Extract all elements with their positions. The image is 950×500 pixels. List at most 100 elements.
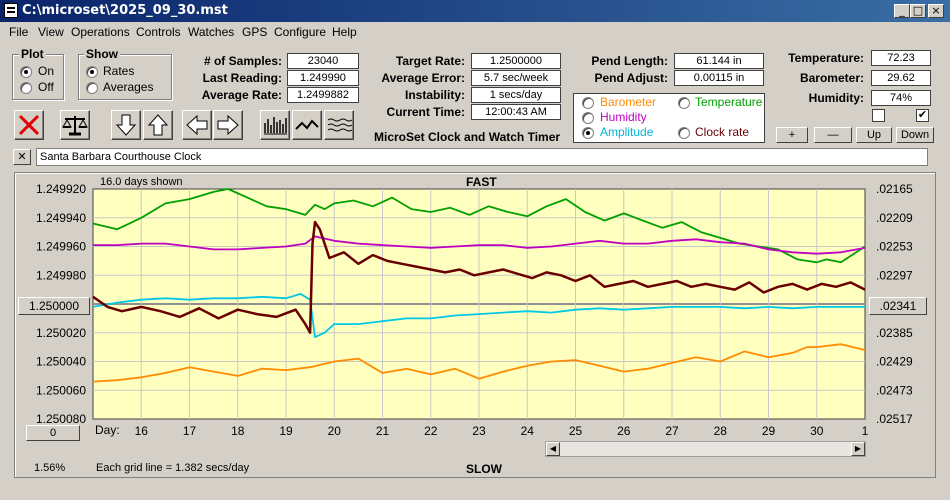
- pend-adjust-label: Pend Adjust:: [594, 71, 668, 85]
- humidity-label: Humidity:: [808, 91, 864, 105]
- right-value-button[interactable]: .02341: [869, 297, 927, 315]
- sensor-temperature-label: Temperature: [695, 95, 763, 109]
- line-graph-button[interactable]: [292, 110, 322, 140]
- plot-off-radio[interactable]: [20, 82, 32, 94]
- x-tick-label: 23: [472, 424, 486, 438]
- y-tick-left: 1.250080: [36, 412, 86, 426]
- pend-length-label: Pend Length:: [591, 54, 668, 68]
- menu-help[interactable]: Help: [332, 25, 357, 39]
- last-reading-field: 1.249990: [287, 70, 359, 86]
- chart-frame: [14, 172, 936, 478]
- temperature-label: Temperature:: [788, 51, 864, 65]
- clock-name-field[interactable]: Santa Barbara Courthouse Clock: [36, 148, 928, 166]
- barometer-field: 29.62: [871, 70, 931, 86]
- last-reading-label: Last Reading:: [202, 71, 282, 85]
- y-tick-left: 1.250020: [36, 326, 86, 340]
- menu-view[interactable]: View: [38, 25, 64, 39]
- arrow-up-button[interactable]: [143, 110, 173, 140]
- current-time-label: Current Time:: [386, 105, 465, 119]
- temperature-field: 72.23: [871, 50, 931, 66]
- y-tick-right: .02253: [876, 240, 913, 254]
- sensor-amplitude-radio[interactable]: [582, 127, 594, 139]
- scroll-left-arrow[interactable]: ◀: [546, 442, 560, 456]
- stop-icon: [18, 114, 40, 136]
- minimize-button[interactable]: _: [894, 4, 910, 18]
- bar-graph-button[interactable]: [260, 110, 290, 140]
- clear-clock-button[interactable]: ✕: [13, 149, 31, 165]
- target-rate-label: Target Rate:: [395, 54, 465, 68]
- menu-controls[interactable]: Controls: [136, 25, 181, 39]
- arrow-down-button[interactable]: [111, 110, 141, 140]
- close-window-button[interactable]: ×: [928, 4, 944, 18]
- menu-file[interactable]: File: [9, 25, 29, 39]
- stop-button[interactable]: [14, 110, 44, 140]
- x-tick-label: 18: [231, 424, 245, 438]
- sensor-humidity-radio[interactable]: [582, 112, 594, 124]
- show-rates-label: Rates: [103, 64, 135, 78]
- y-tick-right: .02297: [876, 268, 913, 282]
- y-tick-left: 1.249960: [36, 240, 86, 254]
- pend-adjust-field: 0.00115 in: [674, 70, 764, 86]
- y-tick-right: .02385: [876, 326, 913, 340]
- plot-on-radio[interactable]: [20, 66, 32, 78]
- offset-button[interactable]: 0: [26, 425, 80, 441]
- right-checkbox[interactable]: ✔: [916, 109, 929, 122]
- zoom-label: 1.56%: [34, 462, 66, 474]
- plus-button[interactable]: +: [776, 127, 808, 143]
- arrow-right-button[interactable]: [213, 110, 243, 140]
- sensor-humidity-label: Humidity: [600, 110, 647, 124]
- minus-button[interactable]: —: [814, 127, 852, 143]
- day-axis-label: Day:: [95, 423, 120, 437]
- x-tick-label: 29: [762, 424, 776, 438]
- sensor-amplitude-label: Amplitude: [600, 125, 654, 139]
- y-tick-right: .02165: [876, 182, 913, 196]
- x-tick-label: 16: [135, 424, 149, 438]
- scroll-right-arrow[interactable]: ▶: [851, 442, 865, 456]
- slow-label: SLOW: [466, 462, 502, 476]
- show-averages-label: Averages: [103, 80, 154, 94]
- arrow-up-icon: [147, 114, 169, 136]
- menu-operations[interactable]: Operations: [71, 25, 130, 39]
- menu-watches[interactable]: Watches: [188, 25, 235, 39]
- title-bar: C:\microset\2025_09_30.mst _ □ ×: [0, 0, 950, 22]
- x-tick-label: 28: [714, 424, 728, 438]
- bar-graph-icon: [264, 117, 287, 135]
- x-tick-label: 1: [862, 424, 869, 438]
- samples-field: 23040: [287, 53, 359, 69]
- arrow-left-button[interactable]: [182, 110, 212, 140]
- balance-button[interactable]: [60, 110, 90, 140]
- down-button[interactable]: Down: [896, 127, 934, 143]
- center-value-button[interactable]: 1.250000: [18, 297, 90, 315]
- show-rates-radio[interactable]: [86, 66, 98, 78]
- arrow-right-icon: [217, 114, 239, 136]
- sensor-barometer-radio[interactable]: [582, 97, 594, 109]
- up-button[interactable]: Up: [856, 127, 892, 143]
- product-title: MicroSet Clock and Watch Timer: [374, 130, 561, 144]
- fast-label: FAST: [466, 175, 497, 189]
- menu-configure[interactable]: Configure: [274, 25, 327, 39]
- left-checkbox[interactable]: [872, 109, 885, 122]
- x-tick-label: 17: [183, 424, 197, 438]
- target-rate-field[interactable]: 1.2500000: [471, 53, 561, 69]
- sensor-temperature-radio[interactable]: [678, 97, 690, 109]
- y-tick-left: 1.250040: [36, 355, 86, 369]
- line-graph-icon: [295, 119, 319, 130]
- average-rate-label: Average Rate:: [201, 88, 282, 102]
- wave-graph-button[interactable]: [324, 110, 354, 140]
- y-tick-left: 1.249940: [36, 211, 86, 225]
- menu-gps[interactable]: GPS: [242, 25, 268, 39]
- window-title: C:\microset\2025_09_30.mst: [22, 3, 228, 18]
- x-tick-label: 24: [521, 424, 535, 438]
- sensor-clock-rate-radio[interactable]: [678, 127, 690, 139]
- maximize-button[interactable]: □: [910, 4, 926, 18]
- samples-label: # of Samples:: [203, 54, 282, 68]
- plot-off-label: Off: [38, 80, 54, 94]
- chart-scrollbar[interactable]: ◀ ▶: [545, 441, 866, 457]
- y-tick-left: 1.249920: [36, 182, 86, 196]
- show-averages-radio[interactable]: [86, 82, 98, 94]
- barometer-label: Barometer:: [799, 71, 864, 85]
- app-icon[interactable]: [4, 3, 18, 18]
- show-group: Show Rates Averages: [78, 47, 172, 100]
- series-line-humidity: [93, 235, 866, 255]
- plot-group: Plot On Off: [12, 47, 64, 100]
